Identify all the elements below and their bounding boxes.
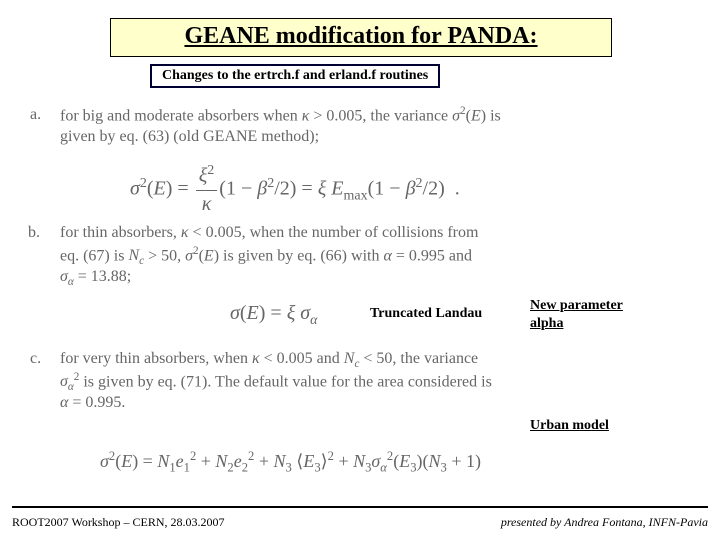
item-c-label: c. — [30, 348, 41, 370]
item-b-line3: σα = 13.88; — [60, 266, 131, 290]
equation-b: σ(E) = ξ σα — [230, 300, 318, 331]
annot-new-parameter-l2: alpha — [530, 316, 563, 332]
footer-left: ROOT2007 Workshop – CERN, 28.03.2007 — [12, 515, 224, 530]
item-a-label: a. — [30, 104, 41, 126]
slide: GEANE modification for PANDA: Changes to… — [0, 0, 720, 540]
annot-truncated-landau: Truncated Landau — [370, 306, 482, 322]
equation-a: σ2(E) = ξ2κ(1 − β2/2) = ξ Emax(1 − β2/2)… — [130, 162, 460, 218]
slide-subtitle: Changes to the ertrch.f and erland.f rou… — [150, 64, 440, 88]
item-c-line3: α = 0.995. — [60, 392, 125, 414]
item-c-line1: for very thin absorbers, when κ < 0.005 … — [60, 348, 478, 372]
item-a-line1: for big and moderate absorbers when κ > … — [60, 104, 501, 127]
equation-c: σ2(E) = N1e12 + N2e22 + N3 ⟨E3⟩2 + N3σα2… — [100, 448, 481, 477]
footer-right: presented by Andrea Fontana, INFN-Pavia — [501, 515, 708, 530]
item-b-label: b. — [28, 222, 40, 244]
annot-urban-model: Urban model — [530, 418, 609, 434]
item-a-line2: given by eq. (63) (old GEANE method); — [60, 126, 319, 148]
item-b-line1: for thin absorbers, κ < 0.005, when the … — [60, 222, 478, 244]
annot-new-parameter-l1: New parameter — [530, 298, 623, 314]
slide-title: GEANE modification for PANDA: — [110, 18, 612, 57]
footer-divider — [12, 506, 708, 508]
